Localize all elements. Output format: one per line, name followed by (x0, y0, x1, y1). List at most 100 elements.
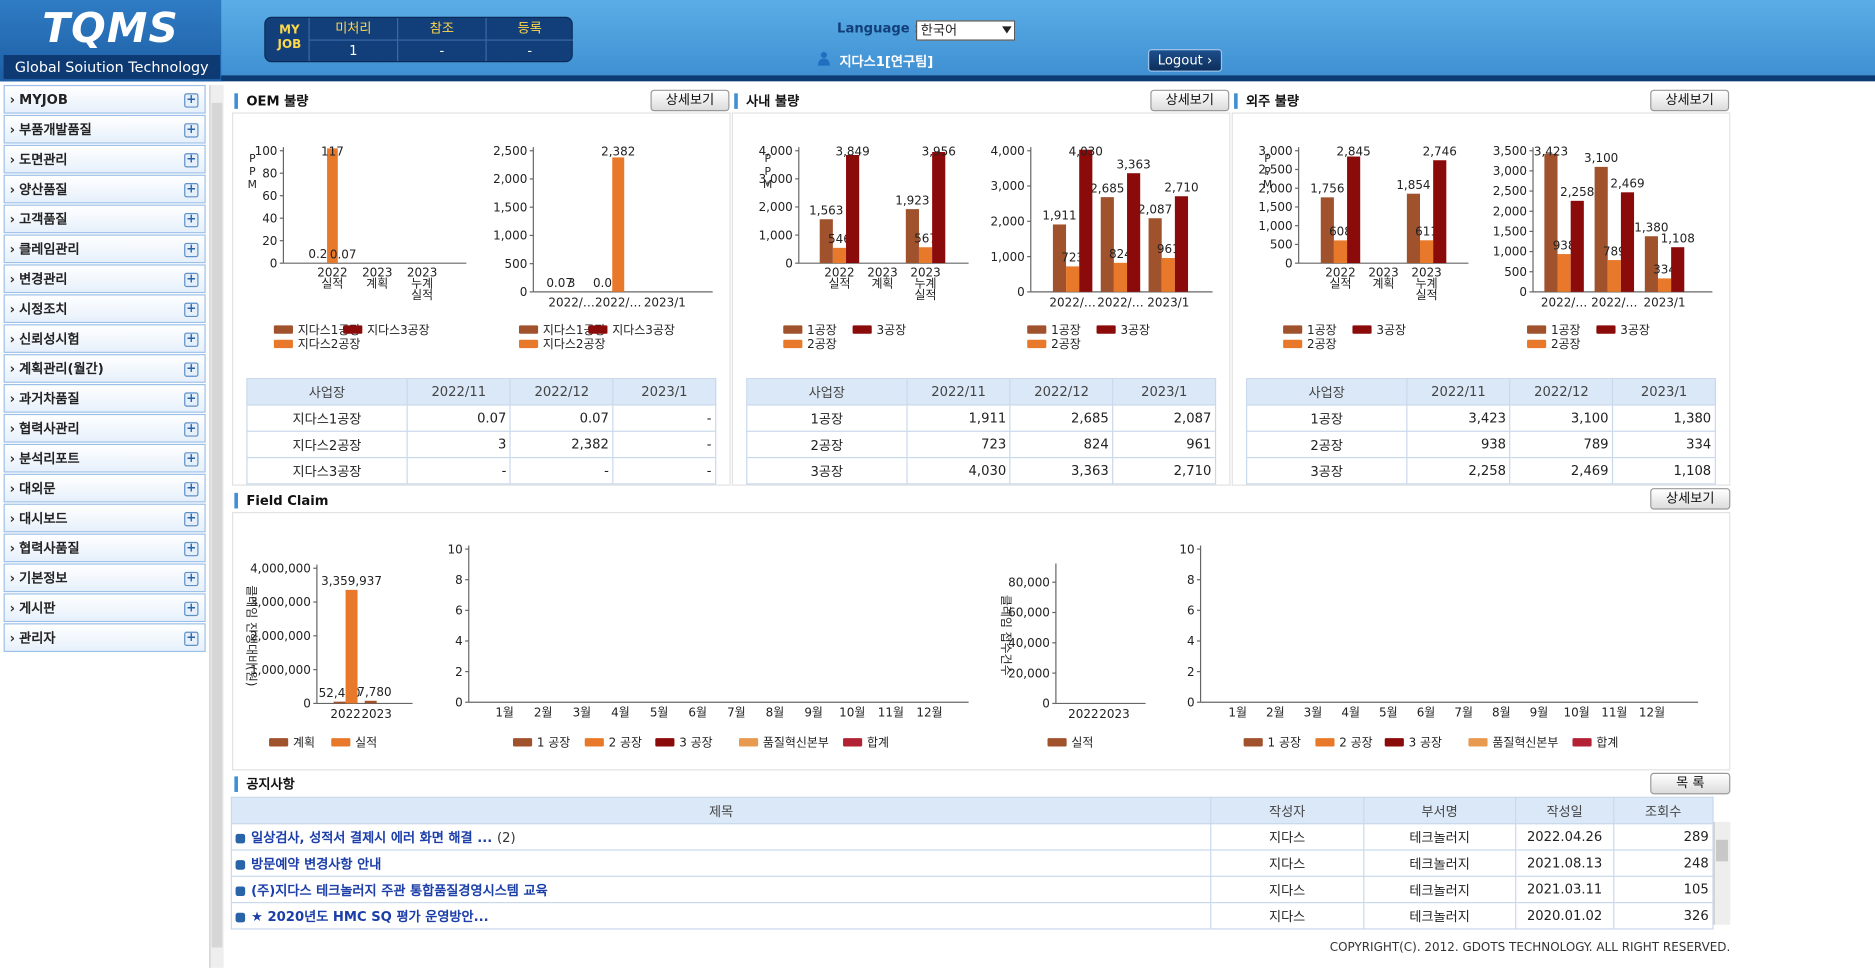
panel-frame (231, 112, 731, 486)
menu-expand[interactable]: + (184, 571, 199, 587)
notice-row[interactable]: (주)지다스 테크놀러지 주관 통합품질경영시스템 교육 지다스 테크놀러지 2021… (230, 875, 1714, 904)
table-cell: - (612, 456, 717, 485)
notice-scrollbar[interactable] (1713, 821, 1731, 925)
menu-item[interactable]: › 분석리포트 + (3, 443, 206, 473)
menu-item[interactable]: › 부품개발품질 + (3, 114, 206, 144)
detail-button[interactable]: 상세보기 (650, 89, 730, 112)
menu-label: 시정조치 (19, 301, 68, 318)
panel-title: OEM 불량 (234, 93, 308, 109)
notice-title[interactable]: ★ 2020년도 HMC SQ 평가 운영방안... (251, 908, 489, 925)
menu-item[interactable]: › 시정조치 + (3, 294, 206, 324)
detail-button[interactable]: 상세보기 (1650, 89, 1730, 112)
menu-label: 신뢰성시험 (19, 331, 80, 347)
menu-item[interactable]: › MYJOB + (3, 84, 206, 114)
myjob-column-value[interactable]: - (439, 43, 445, 59)
notice-title[interactable]: 방문예약 변경사항 안내 (251, 855, 382, 872)
menu-label: 고객품질 (19, 211, 68, 228)
defect-table: 사업장 2022/11 2022/12 2023/1 1공장 1,911 2,685 2,08… (746, 378, 1217, 485)
menu-item[interactable]: › 클레임관리 + (3, 234, 206, 264)
notice-row[interactable]: 방문예약 변경사항 안내 지다스 테크놀러지 2021.08.13 248 (230, 849, 1714, 877)
table-header-cell: 사업장 (1246, 378, 1408, 406)
detail-button[interactable]: 상세보기 (1150, 89, 1230, 112)
menu-expand[interactable]: + (184, 242, 199, 258)
menu-expand[interactable]: + (184, 332, 199, 347)
notice-dept: 테크놀러지 (1362, 823, 1517, 851)
menu-expand[interactable]: + (184, 183, 199, 198)
menu-expand[interactable]: + (184, 302, 199, 318)
menu-item[interactable]: › 계획관리(월간) + (3, 354, 206, 383)
menu-label: 변경관리 (19, 271, 68, 288)
menu-expand[interactable]: + (184, 212, 199, 228)
menu-expand[interactable]: + (184, 272, 199, 288)
panel-frame (731, 112, 1231, 486)
myjob-column-value[interactable]: - (527, 43, 533, 59)
table-cell: 0.07 (509, 404, 614, 432)
menu-item[interactable]: › 협력사관리 + (3, 413, 206, 443)
detail-button[interactable]: 상세보기 (1650, 488, 1731, 510)
menu-expand[interactable]: + (184, 541, 199, 557)
myjob-column-label: 미처리 (309, 18, 398, 41)
menu-expand[interactable]: + (184, 422, 199, 437)
menu-expand[interactable]: + (184, 512, 199, 527)
menu-expand[interactable]: + (184, 601, 199, 617)
menu-arrow: › (9, 301, 16, 318)
menu-expand[interactable]: + (184, 631, 199, 647)
menu-item[interactable]: › 과거차품질 + (3, 384, 206, 413)
menu-item[interactable]: › 도면관리 + (3, 144, 206, 174)
menu-expand[interactable]: + (184, 452, 199, 467)
scroll-thumb[interactable] (1715, 839, 1728, 862)
menu-expand[interactable]: + (184, 482, 199, 497)
table-cell: 지다스3공장 (246, 456, 408, 485)
menu-arrow: › (9, 92, 16, 108)
table-row: 1공장 1,911 2,685 2,087 (746, 404, 1217, 432)
table-cell: 1,911 (906, 404, 1011, 432)
logout-button[interactable]: Logout › (1147, 49, 1223, 72)
menu-expand[interactable]: + (184, 392, 199, 407)
menu-item[interactable]: › 고객품질 + (3, 204, 206, 234)
notice-author: 지다스 (1210, 875, 1364, 904)
menu-item[interactable]: › 양산품질 + (3, 174, 206, 204)
menu-item[interactable]: › 대시보드 + (3, 503, 206, 533)
scroll-thumb[interactable] (211, 102, 223, 948)
menu-expand[interactable]: + (184, 362, 199, 377)
table-cell: - (612, 404, 717, 432)
list-button[interactable]: 목 록 (1650, 772, 1731, 795)
myjob-column-value[interactable]: 1 (349, 43, 358, 59)
logout-label: Logout (1157, 52, 1203, 69)
menu-item[interactable]: › 대외문 + (3, 473, 206, 503)
user-icon (817, 51, 830, 66)
menu-item[interactable]: › 기본정보 + (3, 563, 206, 593)
menu-item[interactable]: › 협력사품질 + (3, 533, 206, 563)
table-cell: 2공장 (1246, 430, 1408, 459)
notice-title[interactable]: 일상검사, 성적서 결제시 에러 화면 해결 ... (251, 829, 493, 846)
table-row: 3공장 2,258 2,469 1,108 (1246, 456, 1716, 485)
menu-expand[interactable]: + (184, 93, 199, 108)
menu-item[interactable]: › 게시판 + (3, 593, 206, 623)
notice-dept: 테크놀러지 (1362, 902, 1517, 930)
table-cell: 지다스2공장 (246, 430, 408, 459)
language-select[interactable]: 한국어 (915, 20, 1016, 41)
menu-arrow: › (9, 480, 16, 497)
menu-item[interactable]: › 관리자 + (3, 623, 206, 652)
notice-title-cell: 일상검사, 성적서 결제시 에러 화면 해결 ... (2) (230, 823, 1212, 851)
table-row: 3공장 4,030 3,363 2,710 (746, 456, 1217, 485)
notice-row[interactable]: ★ 2020년도 HMC SQ 평가 운영방안... 지다스 테크놀러지 2020.0… (230, 902, 1714, 930)
menu-expand[interactable]: + (184, 123, 199, 138)
logo[interactable]: TQMS (42, 4, 180, 53)
table-cell: 2공장 (746, 430, 908, 459)
table-row: 2공장 938 789 334 (1246, 430, 1716, 459)
menu-item[interactable]: › 변경관리 + (3, 264, 206, 294)
menu-item[interactable]: › 신뢰성시험 + (3, 324, 206, 353)
notice-author: 지다스 (1210, 823, 1364, 851)
notice-row[interactable]: 일상검사, 성적서 결제시 에러 화면 해결 ... (2) 지다스 테크놀러지 202… (230, 823, 1714, 851)
notice-title-cell: 방문예약 변경사항 안내 (230, 849, 1212, 877)
myjob-box: MY JOB 미처리 1 참조 - 등록 - (264, 16, 573, 63)
table-header-cell: 2022/12 (1509, 378, 1614, 406)
notice-title[interactable]: (주)지다스 테크놀러지 주관 통합품질경영시스템 교육 (251, 882, 548, 898)
bullet-icon (235, 859, 246, 870)
menu-expand[interactable]: + (184, 153, 199, 168)
table-header-cell: 제목 (230, 796, 1212, 825)
comment-count: (2) (497, 829, 516, 846)
menu-arrow: › (9, 271, 16, 288)
